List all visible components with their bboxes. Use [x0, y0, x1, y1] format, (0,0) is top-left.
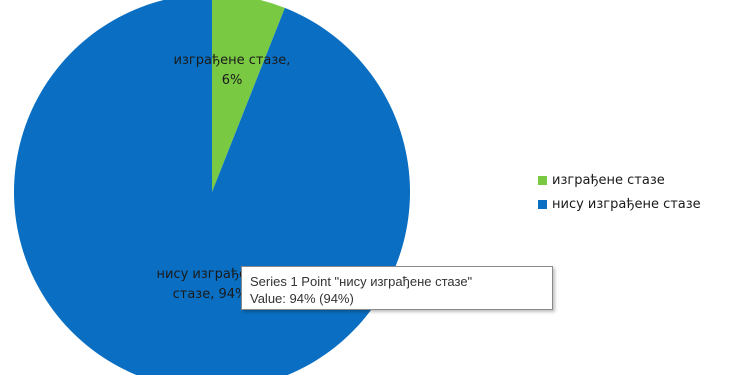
data-point-tooltip: Series 1 Point "нису изграђене стазе" Va…	[241, 266, 553, 310]
tooltip-value: Value: 94% (94%)	[250, 291, 354, 306]
legend-label-not-built: нису изграђене стазе	[552, 196, 701, 212]
legend-swatch-not-built	[538, 199, 547, 209]
tooltip-title: Series 1 Point "нису изграђене стазе"	[250, 274, 473, 289]
legend-swatch-built	[538, 175, 547, 185]
chart-legend: изграђене стазе нису изграђене стазе	[538, 168, 701, 216]
data-label-built: изграђене стазе, 6%	[174, 53, 291, 88]
legend-item-built: изграђене стазе	[538, 168, 701, 192]
data-label-not-built: нису изграђене стазе, 94%	[157, 267, 264, 302]
pie-slice-built[interactable]	[212, 0, 285, 192]
legend-label-built: изграђене стазе	[552, 172, 665, 188]
legend-item-not-built: нису изграђене стазе	[538, 192, 701, 216]
